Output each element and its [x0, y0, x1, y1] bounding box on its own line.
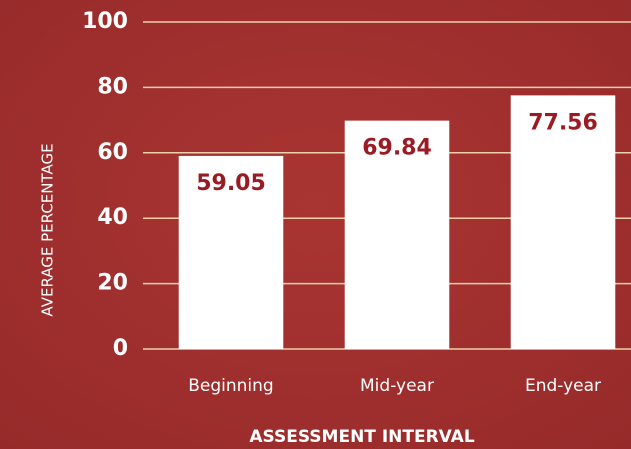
bar: [510, 95, 616, 349]
y-axis-title: AVERAGE PERCENTAGE: [39, 143, 57, 316]
y-tick-label: 100: [82, 9, 128, 34]
y-tick-label: 20: [97, 271, 128, 296]
data-label: 59.05: [196, 171, 266, 196]
data-label: 77.56: [528, 110, 598, 135]
y-tick-label: 80: [97, 74, 128, 99]
y-tick-label: 60: [97, 140, 128, 165]
bar: [178, 155, 284, 349]
bar: [344, 120, 450, 349]
y-tick-label: 0: [113, 336, 128, 361]
x-tick-label: Mid-year: [360, 376, 434, 396]
x-axis-title: ASSESSMENT INTERVAL: [249, 427, 475, 447]
data-label: 69.84: [362, 136, 432, 161]
y-tick-label: 40: [97, 205, 128, 230]
x-tick-label: End-year: [525, 376, 601, 396]
x-tick-label: Beginning: [188, 376, 273, 396]
